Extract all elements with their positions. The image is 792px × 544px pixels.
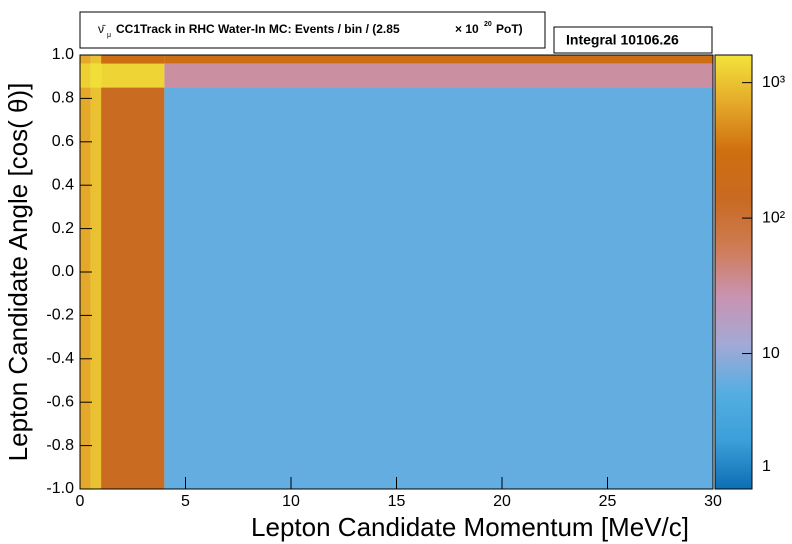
x-tick-label: 5 xyxy=(181,493,190,510)
x-tick-label: 30 xyxy=(704,493,722,510)
z-tick-label: 10² xyxy=(762,209,786,226)
y-tick-label: 0.2 xyxy=(52,220,74,237)
title-symbol: ν̄ xyxy=(98,22,106,36)
heatmap-cell xyxy=(90,63,102,88)
heatmap-cell xyxy=(101,55,165,64)
z-tick-label: 1 xyxy=(762,458,771,475)
y-tick-label: -0.2 xyxy=(46,307,74,324)
y-axis-title: Lepton Candidate Angle [cos( θ)] xyxy=(3,83,33,462)
y-tick-label: -1.0 xyxy=(46,480,74,497)
title-text: CC1Track in RHC Water-In MC: Events / bi… xyxy=(116,22,400,36)
heatmap-cell xyxy=(101,63,165,88)
y-tick-label: 0.8 xyxy=(52,90,74,107)
x-tick-label: 10 xyxy=(282,493,300,510)
y-tick-label: 0.6 xyxy=(52,133,74,150)
title-superscript: 20 xyxy=(484,21,492,28)
title-box xyxy=(79,11,546,49)
heatmap-cell xyxy=(164,87,713,490)
colorbar xyxy=(714,54,753,490)
y-tick-label: 0.0 xyxy=(52,263,74,280)
y-tick-label: 0.4 xyxy=(52,176,74,193)
x-tick-label: 15 xyxy=(388,493,406,510)
heatmap-cell xyxy=(90,87,102,490)
stats-box xyxy=(553,26,713,54)
y-tick-label: 1.0 xyxy=(52,46,74,63)
z-tick-label: 10³ xyxy=(762,74,786,91)
x-tick-label: 25 xyxy=(599,493,617,510)
y-tick-label: -0.6 xyxy=(46,393,74,410)
heatmap-cell xyxy=(80,63,91,88)
annotation: Integral 10106.26 xyxy=(566,32,679,48)
z-tick-label: 10 xyxy=(762,345,780,362)
x-tick-label: 20 xyxy=(493,493,511,510)
heatmap-cell xyxy=(80,55,91,64)
title-text: × 10 xyxy=(455,22,479,36)
heatmap-cell xyxy=(164,55,713,64)
x-axis-title: Lepton Candidate Momentum [MeV/c] xyxy=(251,512,689,542)
heatmap-cell xyxy=(101,87,165,490)
heatmap-cell xyxy=(80,87,91,490)
title-text: PoT) xyxy=(496,22,523,36)
x-tick-label: 0 xyxy=(76,493,85,510)
heatmap-cell xyxy=(164,63,713,88)
y-tick-label: -0.8 xyxy=(46,437,74,454)
heatmap-cell xyxy=(90,55,102,64)
title-subscript: μ xyxy=(107,32,111,39)
y-tick-label: -0.4 xyxy=(46,350,74,367)
